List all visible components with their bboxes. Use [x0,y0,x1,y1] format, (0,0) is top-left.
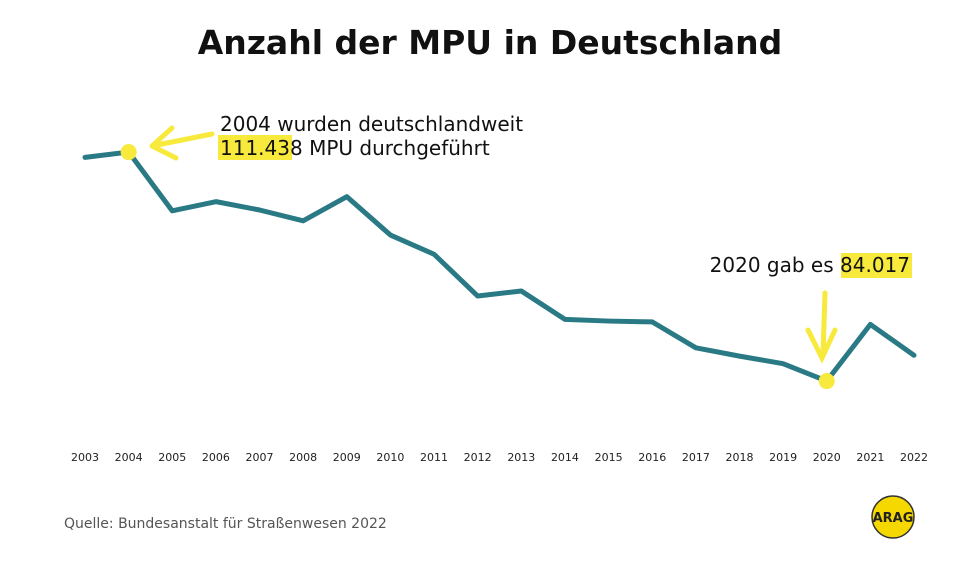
source-note: Quelle: Bundesanstalt für Straßenwesen 2… [64,516,387,532]
annotation-2020: 2020 gab es 84.017 [710,253,912,364]
annotation-2004: 2004 wurden deutschlandweit 111.438 MPU … [149,112,523,161]
series-line [82,149,917,384]
x-tick-label: 2014 [551,451,579,464]
annotation-text-2: 111.438 MPU durchgeführt [220,136,490,160]
chart-title: Anzahl der MPU in Deutschland [198,23,783,62]
x-axis-ticks: 2003 2004 2005 2006 2007 2008 2009 2010 2011 2012… [71,451,928,464]
x-tick-label: 2009 [333,451,361,464]
annotation-text: 2020 gab es 84.017 [710,253,910,277]
x-tick-label: 2008 [289,451,317,464]
highlight-point-2020 [818,373,835,390]
arrow-left-icon [149,125,215,161]
x-tick-label: 2013 [507,451,535,464]
x-tick-label: 2019 [769,451,797,464]
highlight-point-2004 [120,144,137,161]
annotation-value: 84.017 [840,253,910,277]
arrow-down-icon [805,290,838,364]
x-tick-label: 2022 [900,451,928,464]
annotation-prefix: 2020 gab es [710,253,840,277]
x-tick-label: 2010 [376,451,404,464]
data-points [120,144,835,390]
x-tick-label: 2006 [202,451,230,464]
x-tick-label: 2011 [420,451,448,464]
annotation-rest: MPU durchgeführt [303,136,490,160]
x-tick-label: 2020 [813,451,841,464]
x-tick-label: 2018 [725,451,753,464]
annotation-value: 111.438 [220,136,303,160]
x-tick-label: 2003 [71,451,99,464]
svg-text:ARAG: ARAG [873,511,914,526]
highlight [841,253,912,278]
x-tick-label: 2007 [246,451,274,464]
x-tick-label: 2021 [856,451,884,464]
x-tick-label: 2015 [595,451,623,464]
x-tick-label: 2004 [115,451,143,464]
x-tick-label: 2012 [464,451,492,464]
arag-logo: ARAG [871,495,915,539]
x-tick-label: 2016 [638,451,666,464]
x-tick-label: 2005 [158,451,186,464]
x-tick-label: 2017 [682,451,710,464]
annotation-text: 2004 wurden deutschlandweit [220,112,523,136]
highlight [218,135,292,160]
